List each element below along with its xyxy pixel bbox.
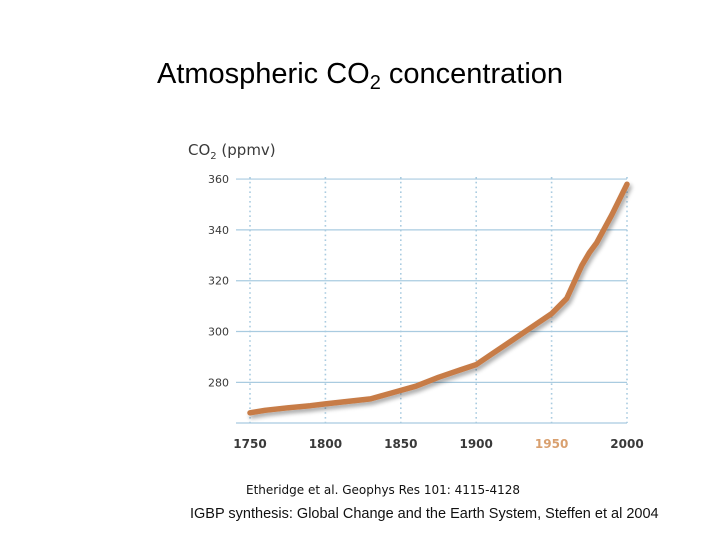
- slide-title: Atmospheric CO2 concentration: [0, 58, 720, 95]
- citation: Etheridge et al. Geophys Res 101: 4115-4…: [246, 483, 521, 497]
- title-subscript: 2: [369, 72, 381, 94]
- x-tick-label-1800: 1800: [309, 437, 342, 451]
- vertical-gridlines: [249, 177, 628, 423]
- x-tick-labels: 1750 1800 1850 1900 1950 2000: [233, 437, 643, 451]
- title-rest: concentration: [380, 58, 564, 90]
- x-tick-label-1750: 1750: [233, 437, 266, 451]
- y-tick-label-360: 360: [208, 173, 229, 186]
- series-group: [247, 181, 630, 416]
- y-axis-label: CO2 (ppmv): [188, 141, 276, 162]
- y-axis-label-sub: 2: [210, 151, 216, 162]
- y-tick-label-300: 300: [208, 326, 229, 339]
- series-line-0: [247, 181, 630, 416]
- x-tick-label-1850: 1850: [384, 437, 417, 451]
- title-main: Atmospheric CO: [156, 58, 370, 90]
- y-axis-label-main: CO: [188, 141, 210, 159]
- x-tick-label-1900: 1900: [459, 437, 492, 451]
- source-note: IGBP synthesis: Global Change and the Ea…: [190, 506, 659, 522]
- y-axis-label-rest: (ppmv): [217, 141, 276, 159]
- y-tick-label-340: 340: [208, 224, 229, 237]
- x-tick-label-1950: 1950: [535, 437, 568, 451]
- y-tick-labels: 280 300 320 340 360: [208, 173, 229, 389]
- y-tick-label-280: 280: [208, 376, 229, 389]
- y-tick-label-320: 320: [208, 275, 229, 288]
- x-tick-label-2000: 2000: [610, 437, 643, 451]
- horizontal-gridlines: [236, 178, 627, 424]
